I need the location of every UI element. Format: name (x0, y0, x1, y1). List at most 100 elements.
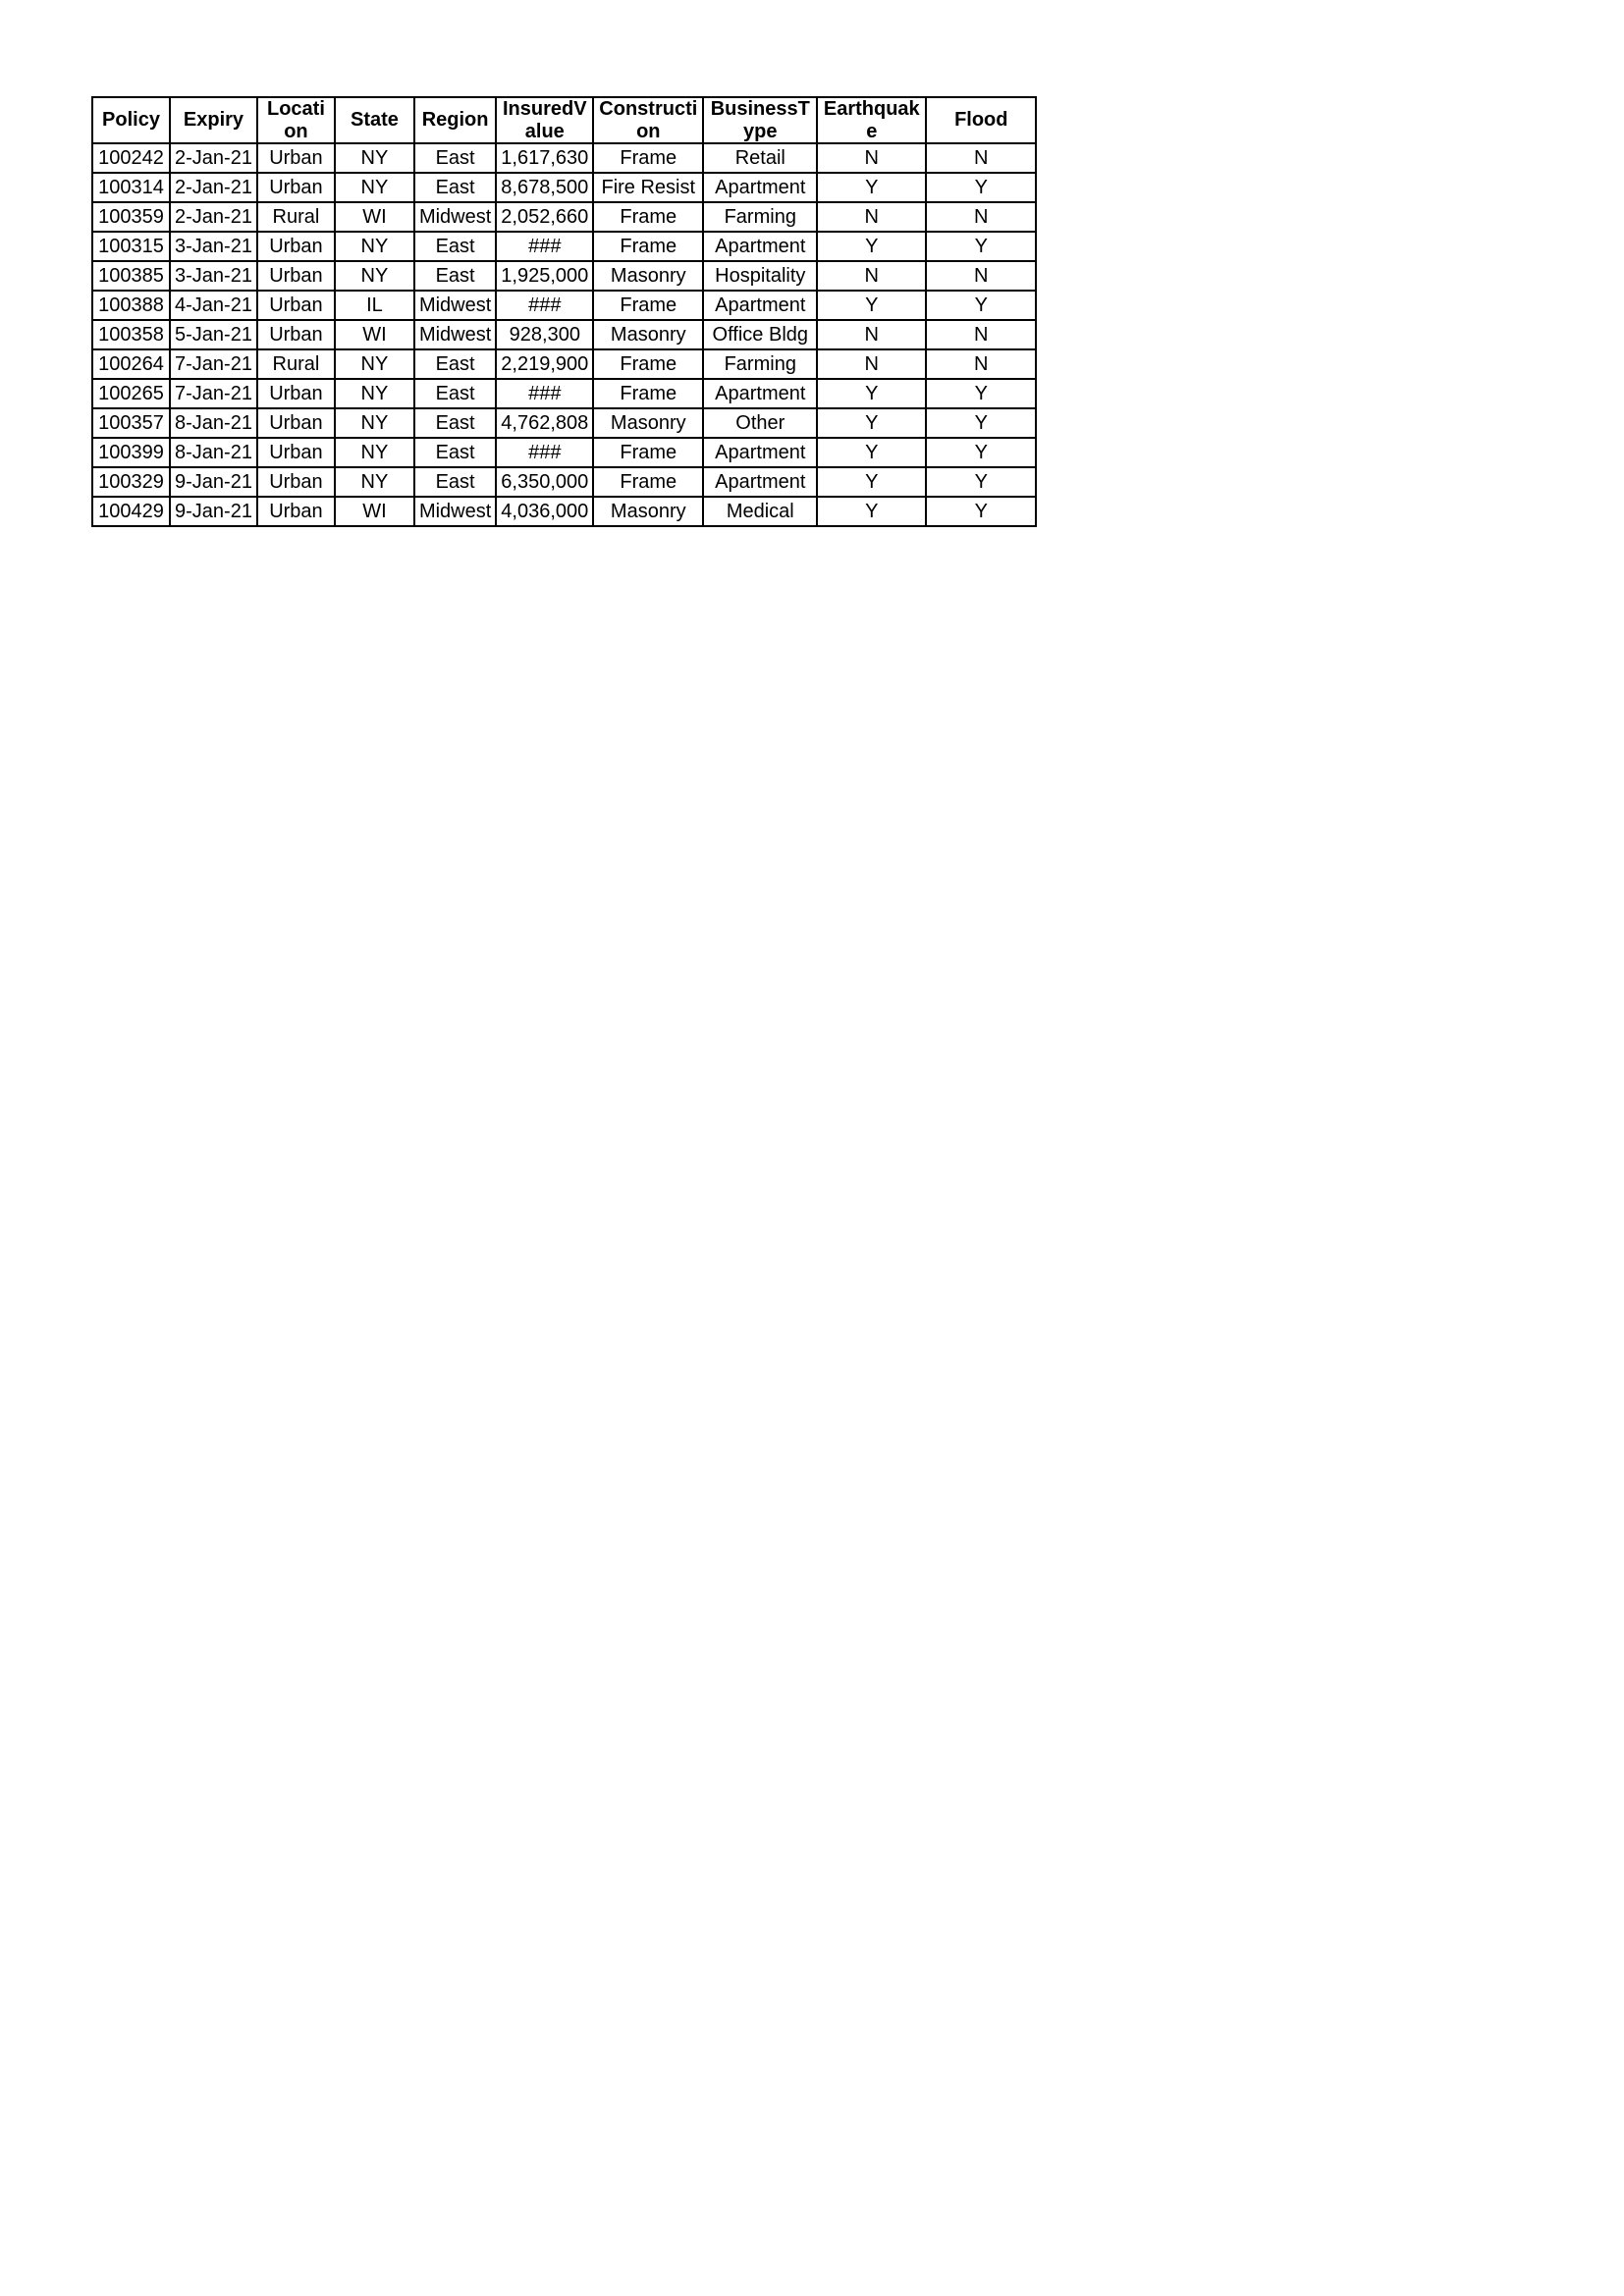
cell-construction: Frame (592, 231, 705, 262)
table-header-row: Policy Expiry Location State Region Insu… (91, 96, 1038, 144)
cell-location: Rural (255, 348, 336, 380)
column-header-flood[interactable]: Flood (925, 96, 1038, 144)
cell-location: Rural (255, 201, 336, 233)
table-row: 100265 7-Jan-21 Urban NY East ### Frame Apartme… (91, 378, 1038, 409)
cell-region: East (412, 437, 498, 468)
cell-location: Urban (255, 466, 336, 498)
table-row: 100314 2-Jan-21 Urban NY East 8,678,500 Fire R… (91, 172, 1038, 203)
cell-businesstype: Apartment (702, 290, 819, 321)
cell-state: NY (333, 172, 415, 203)
cell-region: East (412, 142, 498, 174)
cell-state: NY (333, 407, 415, 439)
cell-insuredvalue: 4,762,808 (495, 407, 595, 439)
table-header: Policy Expiry Location State Region Insu… (91, 96, 1038, 144)
column-header-construction[interactable]: Construction (592, 96, 705, 144)
column-header-insuredvalue[interactable]: InsuredValue (495, 96, 595, 144)
cell-construction: Frame (592, 348, 705, 380)
cell-businesstype: Apartment (702, 378, 819, 409)
cell-policy: 100265 (91, 378, 171, 409)
cell-flood: N (925, 142, 1038, 174)
cell-policy: 100242 (91, 142, 171, 174)
cell-earthquake: Y (816, 496, 928, 527)
cell-construction: Frame (592, 466, 705, 498)
cell-location: Urban (255, 231, 336, 262)
table-row: 100429 9-Jan-21 Urban WI Midwest 4,036,000 Mas… (91, 496, 1038, 527)
cell-state: IL (333, 290, 415, 321)
cell-state: NY (333, 378, 415, 409)
table-row: 100242 2-Jan-21 Urban NY East 1,617,630 Frame R… (91, 142, 1038, 174)
cell-policy: 100388 (91, 290, 171, 321)
cell-location: Urban (255, 260, 336, 292)
cell-businesstype: Apartment (702, 437, 819, 468)
cell-insuredvalue: 928,300 (495, 319, 595, 350)
cell-insuredvalue: 8,678,500 (495, 172, 595, 203)
cell-earthquake: Y (816, 231, 928, 262)
column-header-region[interactable]: Region (412, 96, 498, 144)
cell-flood: Y (925, 172, 1038, 203)
column-header-businesstype[interactable]: BusinessType (702, 96, 819, 144)
cell-flood: Y (925, 437, 1038, 468)
cell-businesstype: Retail (702, 142, 819, 174)
cell-flood: Y (925, 290, 1038, 321)
table-row: 100329 9-Jan-21 Urban NY East 6,350,000 Frame A… (91, 466, 1038, 498)
cell-insuredvalue: ### (495, 437, 595, 468)
cell-location: Urban (255, 142, 336, 174)
cell-state: NY (333, 348, 415, 380)
cell-earthquake: Y (816, 407, 928, 439)
cell-region: East (412, 231, 498, 262)
cell-location: Urban (255, 172, 336, 203)
cell-businesstype: Other (702, 407, 819, 439)
cell-location: Urban (255, 407, 336, 439)
cell-earthquake: Y (816, 172, 928, 203)
cell-state: WI (333, 201, 415, 233)
cell-construction: Frame (592, 378, 705, 409)
cell-state: NY (333, 437, 415, 468)
cell-policy: 100315 (91, 231, 171, 262)
cell-construction: Masonry (592, 496, 705, 527)
table-row: 100357 8-Jan-21 Urban NY East 4,762,808 Masonr… (91, 407, 1038, 439)
cell-state: NY (333, 466, 415, 498)
cell-businesstype: Medical (702, 496, 819, 527)
table-row: 100358 5-Jan-21 Urban WI Midwest 928,300 Mason… (91, 319, 1038, 350)
policy-table-container: Policy Expiry Location State Region Insu… (91, 96, 1038, 527)
cell-expiry: 7-Jan-21 (169, 378, 258, 409)
cell-insuredvalue: 2,219,900 (495, 348, 595, 380)
cell-region: East (412, 466, 498, 498)
cell-expiry: 5-Jan-21 (169, 319, 258, 350)
cell-flood: Y (925, 231, 1038, 262)
cell-flood: N (925, 348, 1038, 380)
column-header-location[interactable]: Location (255, 96, 336, 144)
cell-construction: Fire Resist (592, 172, 705, 203)
cell-location: Urban (255, 437, 336, 468)
column-header-expiry[interactable]: Expiry (169, 96, 258, 144)
cell-region: East (412, 348, 498, 380)
cell-expiry: 2-Jan-21 (169, 172, 258, 203)
cell-earthquake: N (816, 348, 928, 380)
table-row: 100399 8-Jan-21 Urban NY East ### Frame Apartme… (91, 437, 1038, 468)
cell-construction: Frame (592, 201, 705, 233)
cell-policy: 100359 (91, 201, 171, 233)
column-header-policy[interactable]: Policy (91, 96, 171, 144)
cell-insuredvalue: 2,052,660 (495, 201, 595, 233)
cell-region: Midwest (412, 496, 498, 527)
column-header-earthquake[interactable]: Earthquake (816, 96, 928, 144)
cell-businesstype: Hospitality (702, 260, 819, 292)
cell-construction: Frame (592, 142, 705, 174)
cell-expiry: 4-Jan-21 (169, 290, 258, 321)
cell-region: East (412, 260, 498, 292)
cell-policy: 100314 (91, 172, 171, 203)
cell-construction: Masonry (592, 260, 705, 292)
cell-insuredvalue: 6,350,000 (495, 466, 595, 498)
cell-earthquake: Y (816, 378, 928, 409)
column-header-state[interactable]: State (333, 96, 415, 144)
cell-flood: N (925, 260, 1038, 292)
cell-businesstype: Apartment (702, 231, 819, 262)
cell-flood: Y (925, 466, 1038, 498)
cell-location: Urban (255, 290, 336, 321)
cell-insuredvalue: 4,036,000 (495, 496, 595, 527)
table-body: 100242 2-Jan-21 Urban NY East 1,617,630 Frame R… (91, 142, 1038, 527)
cell-businesstype: Farming (702, 201, 819, 233)
cell-expiry: 9-Jan-21 (169, 466, 258, 498)
cell-region: East (412, 378, 498, 409)
cell-construction: Frame (592, 437, 705, 468)
